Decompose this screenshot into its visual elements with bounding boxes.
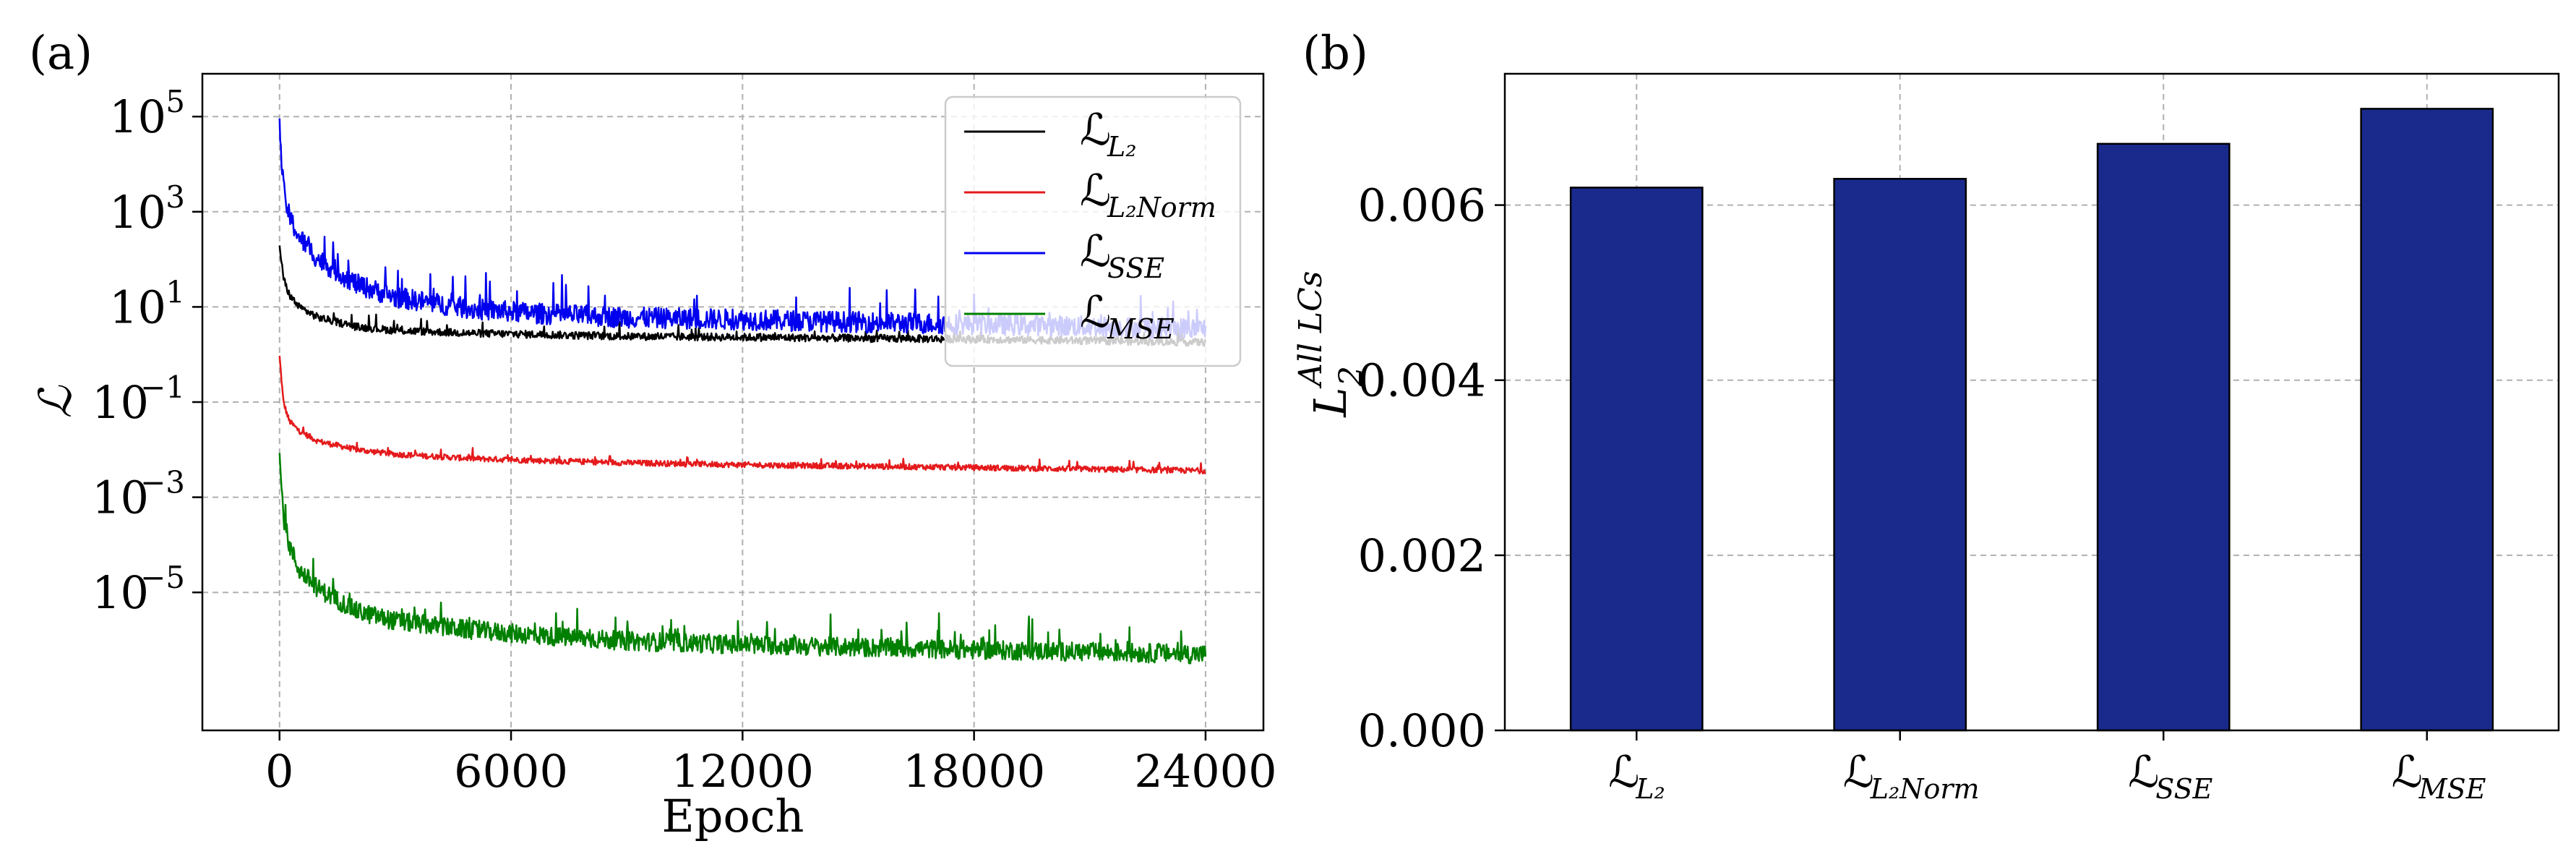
loss-x-tick-label: 12000	[671, 745, 814, 798]
bar-y-tick-label: 0.000	[1358, 704, 1487, 757]
bar-x-tick-label-subscript: L₂	[1635, 773, 1665, 805]
legend-label-subscript: L₂Norm	[1107, 192, 1216, 223]
loss-y-tick-base: 10	[109, 90, 166, 143]
bar-y-axis-label: L 2 All LCs	[1292, 271, 1370, 418]
bar	[1569, 187, 1704, 732]
loss-y-tick-base: 10	[92, 471, 149, 524]
loss-y-tick-exponent: 5	[166, 84, 185, 119]
legend-label-subscript: SSE	[1107, 252, 1164, 284]
loss-y-tick-exponent: 1	[166, 274, 185, 310]
loss-y-tick-base: 10	[92, 376, 149, 429]
bar-y-tick-label: 0.004	[1358, 354, 1487, 407]
loss-y-tick-exponent: −3	[140, 465, 185, 500]
loss-y-tick-exponent: −5	[140, 560, 185, 595]
loss-x-ticks: 0 6000 12000 18000 24000	[265, 730, 1277, 798]
loss-y-tick-label: 110	[109, 274, 185, 333]
bar-y-axis-label-sub: 2	[1333, 366, 1370, 387]
loss-y-tick-label: 310	[109, 179, 185, 239]
loss-y-tick-exponent: −1	[140, 370, 185, 405]
loss-x-tick-label: 18000	[903, 745, 1045, 798]
bar-x-tick-label-subscript: L₂Norm	[1870, 773, 1980, 805]
loss-y-tick-label: −110	[92, 370, 185, 429]
bar-plot-frame	[1503, 72, 2560, 732]
legend-label: ℒ	[1080, 105, 1111, 155]
legend-label: ℒ	[1080, 287, 1111, 338]
bar-x-tick-label-subscript: SSE	[2155, 773, 2212, 805]
loss-y-tick-exponent: 3	[166, 179, 185, 215]
loss-x-tick-label: 24000	[1134, 745, 1276, 798]
loss-y-axis-label: ℒ	[29, 385, 82, 418]
bar	[1833, 178, 1967, 732]
loss-x-axis-label: Epoch	[662, 790, 804, 842]
bar-y-axis-label-main: L	[1304, 387, 1357, 417]
loss-y-tick-label: 510	[109, 84, 185, 143]
loss-y-tick-label: −310	[92, 465, 185, 524]
bar-x-tick-label-main: ℒ	[1843, 747, 1874, 798]
bar-y-tick-label: 0.006	[1358, 179, 1487, 232]
bar	[2360, 108, 2494, 732]
bar-y-tick-label: 0.002	[1358, 529, 1487, 582]
bar-x-tick-label-main: ℒ	[2128, 747, 2159, 798]
loss-x-tick-label: 0	[265, 745, 293, 798]
loss-curves-chart: 0 6000 12000 18000 24000 510310110−110−310−5…	[29, 72, 1277, 842]
bar-x-tick-label-subscript: MSE	[2418, 773, 2486, 805]
bar	[2096, 142, 2231, 732]
bar-y-axis-label-sup: All LCs	[1292, 271, 1329, 389]
legend-box	[944, 95, 1242, 367]
legend-label: ℒ	[1080, 226, 1111, 277]
loss-y-tick-label: −510	[92, 560, 185, 619]
bar-y-ticks: 0.000 0.002 0.004 0.006	[1358, 179, 1505, 757]
legend-label-subscript: L₂	[1107, 131, 1136, 163]
loss-y-tick-base: 10	[109, 186, 166, 239]
loss-series-line	[278, 355, 1206, 475]
bar-x-tick-label-main: ℒ	[2392, 747, 2423, 798]
loss-y-tick-base: 10	[109, 281, 166, 333]
bar-x-tick-label: ℒL₂	[1608, 747, 1665, 805]
panel-label-b: (b)	[1302, 27, 1368, 80]
panel-label-a: (a)	[29, 27, 93, 80]
bar-x-tick-label-main: ℒ	[1608, 747, 1639, 798]
bar-series	[1569, 108, 2494, 732]
legend-label: ℒ	[1080, 166, 1111, 216]
loss-y-tick-base: 10	[92, 566, 149, 619]
legend-label-subscript: MSE	[1107, 313, 1175, 345]
loss-x-tick-label: 6000	[454, 745, 568, 798]
loss-series-line	[278, 453, 1207, 665]
